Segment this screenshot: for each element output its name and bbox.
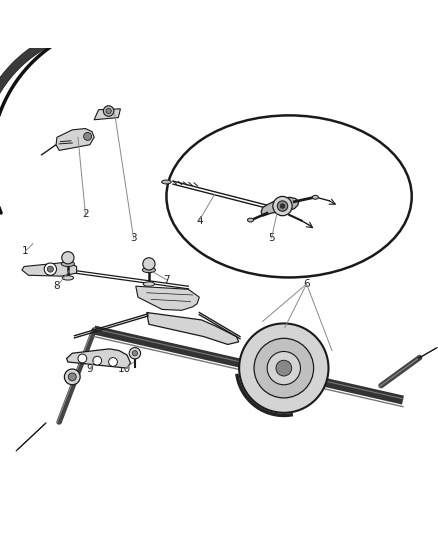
- Polygon shape: [136, 286, 199, 310]
- Text: 1: 1: [22, 246, 29, 256]
- Ellipse shape: [62, 276, 74, 280]
- Text: 8: 8: [53, 281, 60, 291]
- Ellipse shape: [247, 218, 254, 222]
- Circle shape: [277, 201, 288, 211]
- Circle shape: [129, 348, 141, 359]
- Circle shape: [62, 252, 74, 264]
- Text: 6: 6: [303, 279, 310, 289]
- Circle shape: [84, 133, 92, 140]
- Text: 3: 3: [130, 233, 137, 243]
- Circle shape: [254, 338, 314, 398]
- Polygon shape: [22, 262, 77, 276]
- Ellipse shape: [142, 268, 155, 273]
- Circle shape: [273, 197, 292, 216]
- Polygon shape: [67, 349, 131, 368]
- Text: 5: 5: [268, 233, 275, 243]
- Text: 7: 7: [163, 274, 170, 285]
- Polygon shape: [261, 197, 299, 216]
- Circle shape: [106, 108, 111, 114]
- Text: 9: 9: [86, 365, 93, 374]
- Circle shape: [103, 106, 114, 116]
- Circle shape: [132, 351, 138, 356]
- Circle shape: [93, 356, 102, 365]
- Circle shape: [109, 358, 117, 366]
- Circle shape: [280, 204, 285, 208]
- Polygon shape: [147, 312, 239, 344]
- Polygon shape: [94, 109, 120, 120]
- Ellipse shape: [162, 180, 171, 184]
- Ellipse shape: [312, 195, 318, 199]
- Text: 10: 10: [118, 365, 131, 374]
- Circle shape: [276, 360, 292, 376]
- Text: 4: 4: [196, 215, 203, 225]
- Circle shape: [68, 373, 76, 381]
- Circle shape: [44, 263, 57, 275]
- Circle shape: [64, 369, 80, 385]
- Polygon shape: [0, 23, 116, 190]
- Circle shape: [143, 258, 155, 270]
- Ellipse shape: [143, 282, 155, 286]
- Ellipse shape: [61, 261, 74, 266]
- Text: 2: 2: [82, 209, 89, 219]
- Circle shape: [78, 354, 87, 363]
- Circle shape: [267, 351, 300, 385]
- Polygon shape: [56, 128, 94, 150]
- Circle shape: [239, 324, 328, 413]
- Circle shape: [47, 266, 53, 272]
